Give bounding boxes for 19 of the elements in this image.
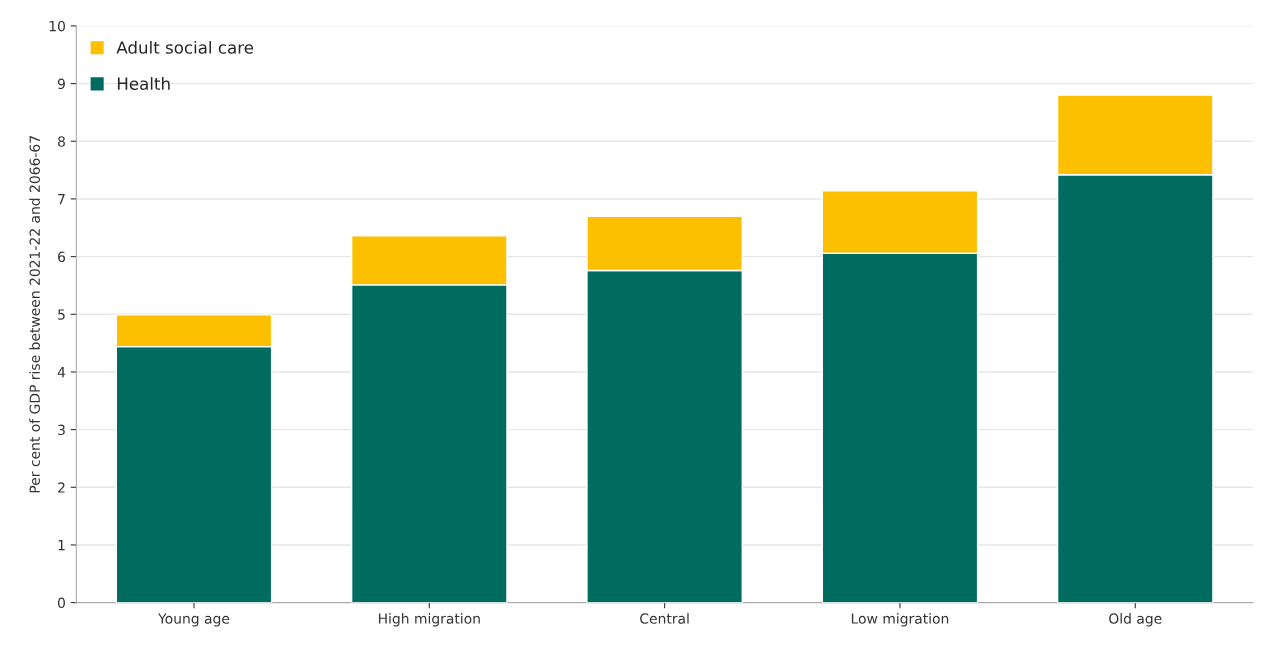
legend-label: Health — [117, 77, 170, 90]
y-tick-label: 8 — [58, 136, 65, 147]
y-tick-label: 3 — [58, 424, 65, 436]
x-tick-label: Low migration — [851, 613, 949, 627]
y-tick-label: 5 — [58, 309, 65, 320]
y-axis-title: Per cent of GDP rise between 2021-22 and 2066-67 — [29, 136, 40, 493]
x-tick-label: Old age — [1109, 613, 1162, 627]
y-tick-label: 10 — [49, 20, 65, 32]
x-tick-label: Central — [640, 613, 689, 624]
y-tick-label: 2 — [58, 482, 65, 493]
y-tick-label: 4 — [57, 367, 66, 378]
legend-label: Adult social care — [116, 40, 254, 54]
y-tick-label: 7 — [58, 194, 65, 205]
y-tick-label: 1 — [58, 540, 65, 551]
x-tick-label: Young age — [158, 613, 230, 627]
y-tick-label: 0 — [57, 597, 65, 609]
x-tick-label: High migration — [378, 613, 480, 627]
y-tick-label: 6 — [58, 251, 66, 263]
y-tick-label: 9 — [57, 78, 65, 90]
